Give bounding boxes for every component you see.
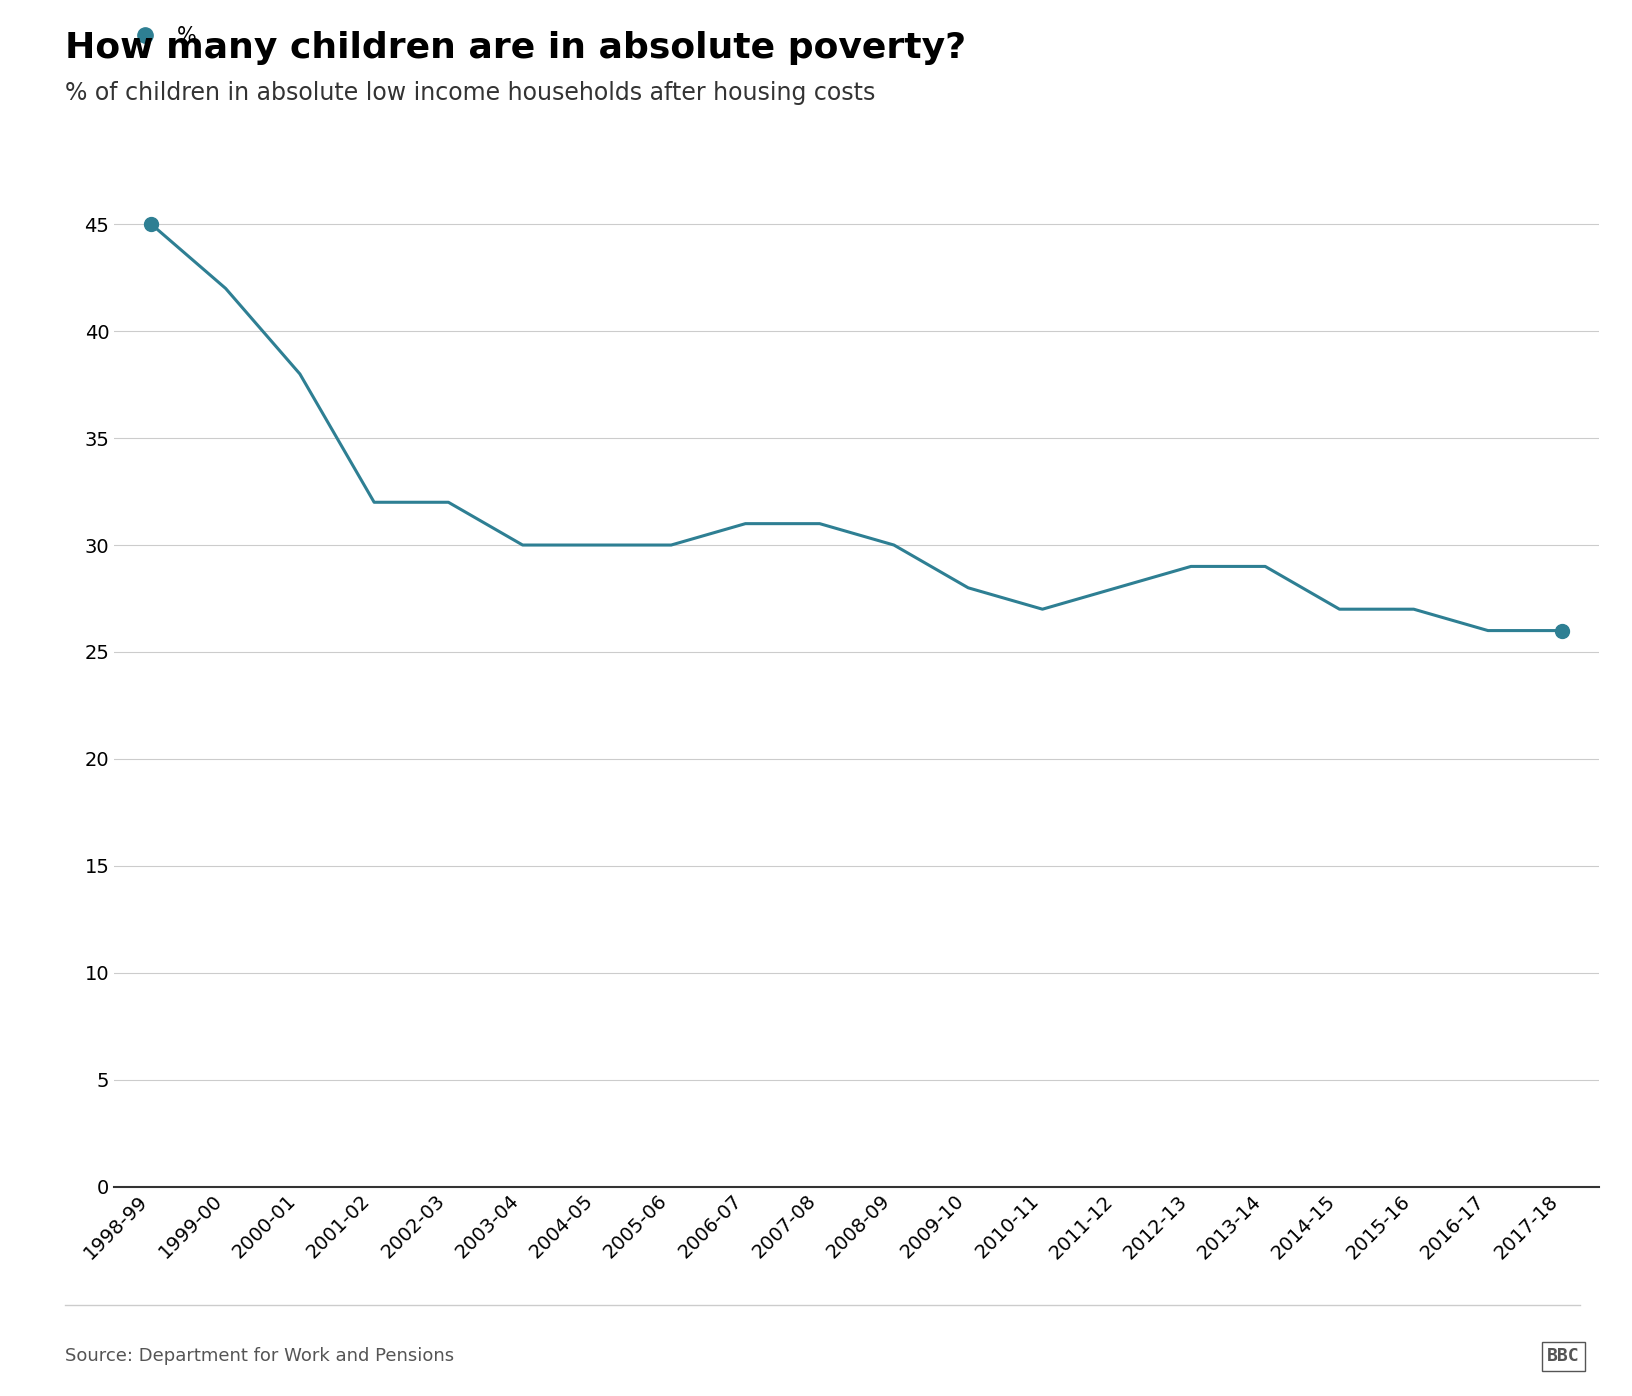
Legend: %: % <box>124 27 196 46</box>
Text: BBC: BBC <box>1547 1347 1580 1365</box>
Text: Source: Department for Work and Pensions: Source: Department for Work and Pensions <box>65 1347 454 1365</box>
Text: How many children are in absolute poverty?: How many children are in absolute povert… <box>65 31 966 64</box>
Text: % of children in absolute low income households after housing costs: % of children in absolute low income hou… <box>65 81 876 105</box>
